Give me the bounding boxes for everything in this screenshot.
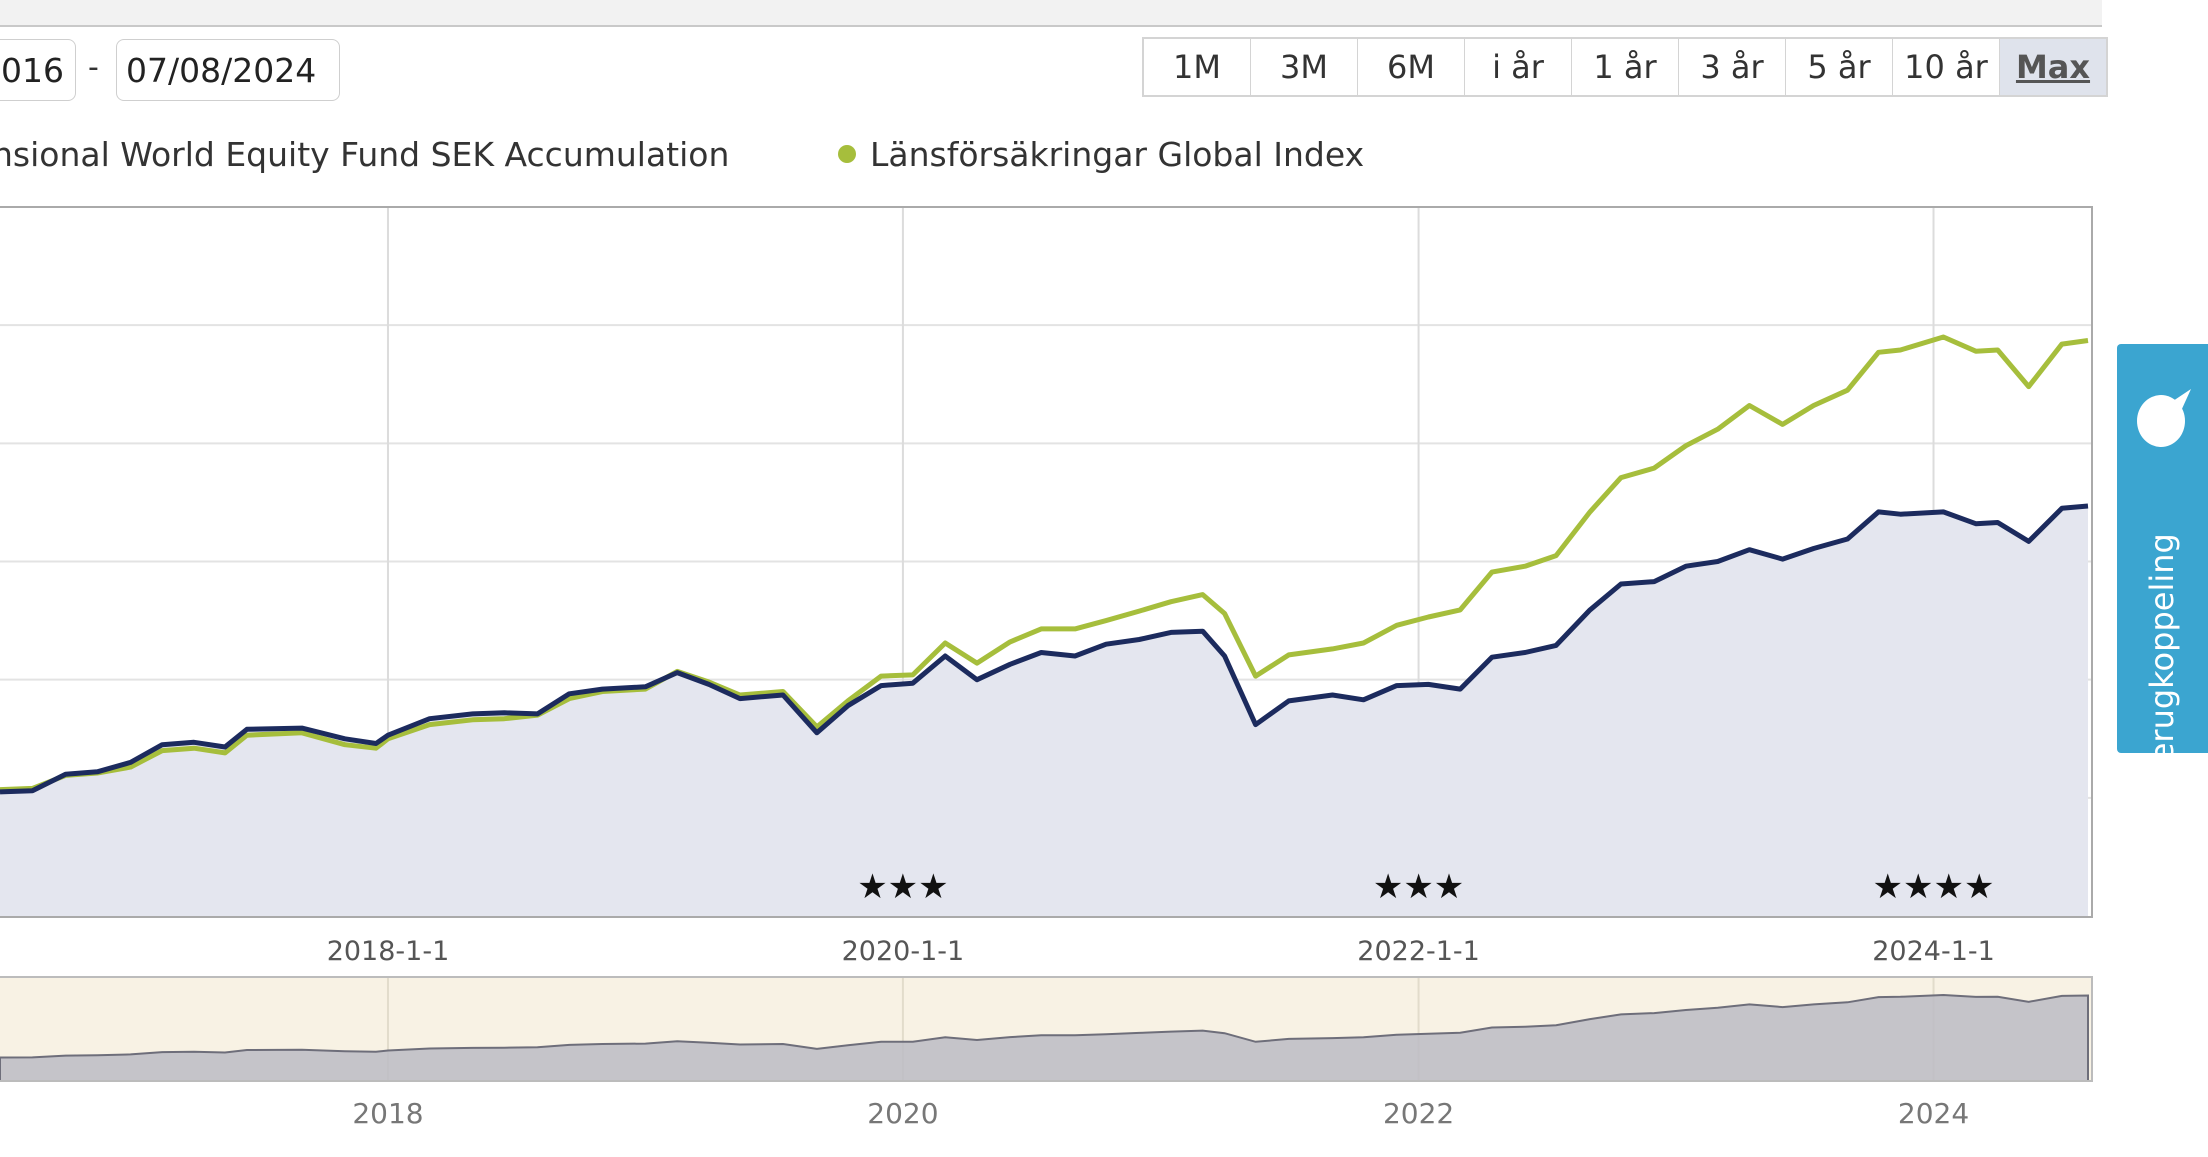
navigator-axis-labels: 2018 2020 2022 2024	[352, 1097, 1969, 1130]
date-range-separator: -	[88, 50, 99, 85]
fund-area	[0, 506, 2088, 916]
top-toolbar-band	[0, 0, 2102, 27]
range-selector: 1M 3M 6M i år 1 år 3 år 5 år 10 år Max	[1142, 37, 2108, 97]
legend-label-index: Länsförsäkringar Global Index	[870, 135, 1365, 174]
rating-markers: ★★★ ★★★ ★★★★	[857, 867, 1994, 907]
range-button-3y[interactable]: 3 år	[1679, 39, 1786, 95]
plot-border	[0, 206, 2093, 918]
range-button-ytd[interactable]: i år	[1465, 39, 1572, 95]
x-tick-label: 2024-1-1	[1872, 936, 1995, 967]
series-line-fund	[0, 503, 2089, 795]
x-tick-label: 2022-1-1	[1357, 936, 1480, 967]
range-button-max[interactable]: Max	[2000, 39, 2106, 95]
legend-dot-icon	[838, 145, 856, 163]
navigator-tick-label: 2020	[867, 1097, 938, 1130]
x-tick-label: 2018-1-1	[327, 936, 450, 967]
range-navigator[interactable]	[0, 976, 2093, 1082]
legend-item-fund[interactable]: nsional World Equity Fund SEK Accumulati…	[0, 135, 729, 174]
x-tick-label: 2020-1-1	[842, 936, 965, 967]
date-from-input[interactable]: 016	[0, 39, 76, 101]
navigator-tick-label: 2018	[352, 1097, 423, 1130]
range-button-1m[interactable]: 1M	[1144, 39, 1251, 95]
range-button-3m[interactable]: 3M	[1251, 39, 1358, 95]
series-line-index	[0, 334, 2089, 793]
range-button-5y[interactable]: 5 år	[1786, 39, 1893, 95]
legend-item-index[interactable]: Länsförsäkringar Global Index	[838, 135, 1364, 174]
navigator-tick-label: 2022	[1383, 1097, 1454, 1130]
legend-label-fund: nsional World Equity Fund SEK Accumulati…	[0, 135, 730, 174]
feedback-label: terugkoppeling	[2143, 533, 2181, 775]
feedback-tab[interactable]: terugkoppeling	[2117, 344, 2208, 775]
range-button-1y[interactable]: 1 år	[1572, 39, 1679, 95]
rating-stars-label: ★★★	[1373, 867, 1464, 907]
navigator-series	[0, 993, 2089, 1082]
navigator-tick-label: 2024	[1898, 1097, 1969, 1130]
rating-stars-label: ★★★	[857, 867, 948, 907]
navigator-border	[0, 976, 2093, 1082]
date-to-input[interactable]: 07/08/2024	[116, 39, 340, 101]
speech-bubble-icon	[2137, 389, 2191, 447]
x-axis-labels: 2018-1-1 2020-1-1 2022-1-1 2024-1-1	[327, 936, 1995, 967]
rating-stars-label: ★★★★	[1873, 867, 1995, 907]
range-button-10y[interactable]: 10 år	[1893, 39, 2000, 95]
range-button-6m[interactable]: 6M	[1358, 39, 1465, 95]
chart-series	[0, 334, 2089, 916]
